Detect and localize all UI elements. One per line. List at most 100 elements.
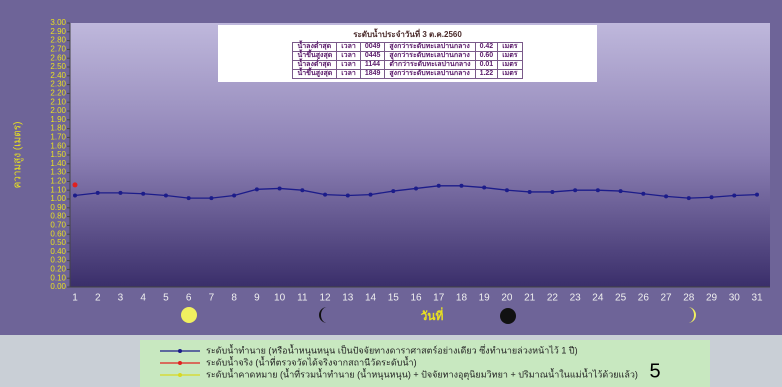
y-tick-label: 2.70 — [50, 45, 66, 54]
table-cell: สูงกว่าระดับทะเลปานกลาง — [384, 42, 476, 52]
legend-label: ระดับน้ำทำนาย (หรือน้ำหนุนหนุน เป็นปัจจั… — [206, 343, 578, 356]
data-point — [755, 192, 759, 197]
legend-label: ระดับน้ำจริง (น้ำที่ตรวจวัดได้จริงจากสถา… — [206, 355, 417, 367]
legend-label: ระดับน้ำคาดหมาย (น้ำที่รวมน้ำทำนาย (น้ำห… — [206, 367, 638, 380]
x-tick-label: 25 — [615, 293, 627, 304]
x-tick-label: 31 — [751, 293, 763, 304]
table-cell: น้ำลงต่ำสุด — [292, 42, 338, 52]
data-point — [664, 194, 669, 199]
x-axis-title: วันที่ — [421, 307, 444, 323]
table-cell: สูงกว่าระดับทะเลปานกลาง — [384, 51, 476, 61]
table-cell: ต่ำกว่าระดับทะเลปานกลาง — [384, 60, 476, 70]
data-point — [186, 196, 191, 201]
x-tick-label: 14 — [365, 293, 377, 304]
table-cell: 0049 — [359, 42, 386, 52]
table-cell: 0.60 — [474, 51, 499, 61]
y-tick-label: 1.20 — [50, 177, 66, 186]
y-tick-label: 0.60 — [50, 229, 66, 238]
data-point — [618, 189, 623, 194]
table-cell: น้ำลงต่ำสุด — [292, 60, 338, 70]
data-point — [209, 196, 214, 201]
table-row: น้ำขึ้นสูงสุด เวลา 1849 สูงกว่าระดับทะเลปาน… — [292, 69, 523, 79]
y-tick-label: 2.20 — [50, 89, 66, 98]
y-tick-label: 1.30 — [50, 168, 66, 177]
y-tick-label: 2.80 — [50, 36, 66, 45]
y-tick-label: 2.40 — [50, 71, 66, 80]
table-title: ระดับน้ำประจำวันที่ 3 ต.ค.2560 — [353, 30, 462, 39]
legend-marker — [178, 349, 182, 353]
x-tick-label: 17 — [433, 293, 445, 304]
x-tick-label: 4 — [140, 293, 146, 304]
x-tick-label: 28 — [683, 293, 695, 304]
data-point — [163, 193, 168, 198]
full-moon-icon — [181, 307, 197, 323]
x-tick-label: 20 — [501, 293, 513, 304]
data-point — [550, 189, 555, 194]
x-tick-label: 10 — [274, 293, 286, 304]
y-tick-label: 1.80 — [50, 124, 66, 133]
y-tick-label: 1.60 — [50, 141, 66, 150]
new-moon-icon — [500, 308, 516, 324]
data-point — [368, 192, 373, 197]
table-cell: 0445 — [359, 51, 386, 61]
x-tick-label: 22 — [547, 293, 559, 304]
moon-icon — [319, 307, 327, 323]
table-cell: 0.42 — [474, 42, 499, 52]
x-tick-label: 11 — [297, 293, 308, 304]
y-axis-title: ความสูง (เมตร) — [13, 122, 24, 189]
x-tick-label: 6 — [186, 293, 192, 304]
table-cell: เมตร — [497, 51, 523, 61]
x-tick-label: 1 — [72, 293, 78, 304]
table-cell: เวลา — [336, 60, 361, 70]
tide-table: ระดับน้ำประจำวันที่ 3 ต.ค.2560 น้ำลงต่ำส… — [218, 25, 597, 82]
table-cell: 1.22 — [474, 69, 499, 79]
legend-marker — [178, 373, 182, 377]
data-point — [300, 188, 305, 193]
x-tick-label: 7 — [209, 293, 215, 304]
x-tick-label: 3 — [118, 293, 124, 304]
x-tick-label: 29 — [706, 293, 718, 304]
data-point — [573, 188, 578, 193]
data-point — [595, 188, 600, 193]
data-point — [323, 192, 328, 197]
x-tick-label: 26 — [638, 293, 650, 304]
y-tick-label: 1.10 — [50, 185, 66, 194]
x-tick-label: 27 — [661, 293, 673, 304]
table-cell: เวลา — [336, 69, 361, 79]
y-tick-label: 0.90 — [50, 203, 66, 212]
table-cell: น้ำขึ้นสูงสุด — [292, 69, 338, 79]
table-cell: 0.01 — [474, 60, 499, 70]
table: น้ำลงต่ำสุด เวลา 0049 สูงกว่าระดับทะเลปานกล… — [292, 42, 523, 79]
x-tick-label: 19 — [479, 293, 491, 304]
data-point — [504, 188, 509, 193]
data-point — [641, 191, 646, 196]
y-tick-label: 2.90 — [50, 27, 66, 36]
y-tick-label: 2.30 — [50, 80, 66, 89]
y-tick-label: 1.40 — [50, 159, 66, 168]
legend-marker — [178, 361, 182, 365]
x-tick-label: 5 — [163, 293, 169, 304]
y-tick-label: 0.00 — [50, 282, 66, 291]
x-tick-label: 23 — [570, 293, 582, 304]
x-tick-label: 18 — [456, 293, 468, 304]
table-cell: น้ำขึ้นสูงสุด — [292, 51, 338, 61]
y-tick-label: 1.00 — [50, 194, 66, 203]
y-tick-label: 2.60 — [50, 53, 66, 62]
x-tick-label: 15 — [388, 293, 400, 304]
data-point — [254, 187, 259, 192]
y-tick-label: 2.10 — [50, 97, 66, 106]
data-point — [95, 190, 100, 195]
data-point — [459, 183, 464, 188]
x-tick-label: 30 — [729, 293, 741, 304]
table-row: น้ำลงต่ำสุด เวลา 1144 ต่ำกว่าระดับทะเลปานกล… — [292, 60, 523, 70]
x-tick-label: 8 — [231, 293, 237, 304]
table-row: น้ำลงต่ำสุด เวลา 0049 สูงกว่าระดับทะเลปานกล… — [292, 42, 523, 52]
data-point — [73, 193, 77, 198]
table-cell: สูงกว่าระดับทะเลปานกลาง — [384, 69, 476, 79]
x-tick-label: 21 — [524, 293, 536, 304]
data-point — [686, 196, 691, 201]
y-tick-label: 0.70 — [50, 221, 66, 230]
data-point — [141, 191, 146, 196]
data-point — [391, 189, 396, 194]
y-tick-label: 2.00 — [50, 106, 66, 115]
